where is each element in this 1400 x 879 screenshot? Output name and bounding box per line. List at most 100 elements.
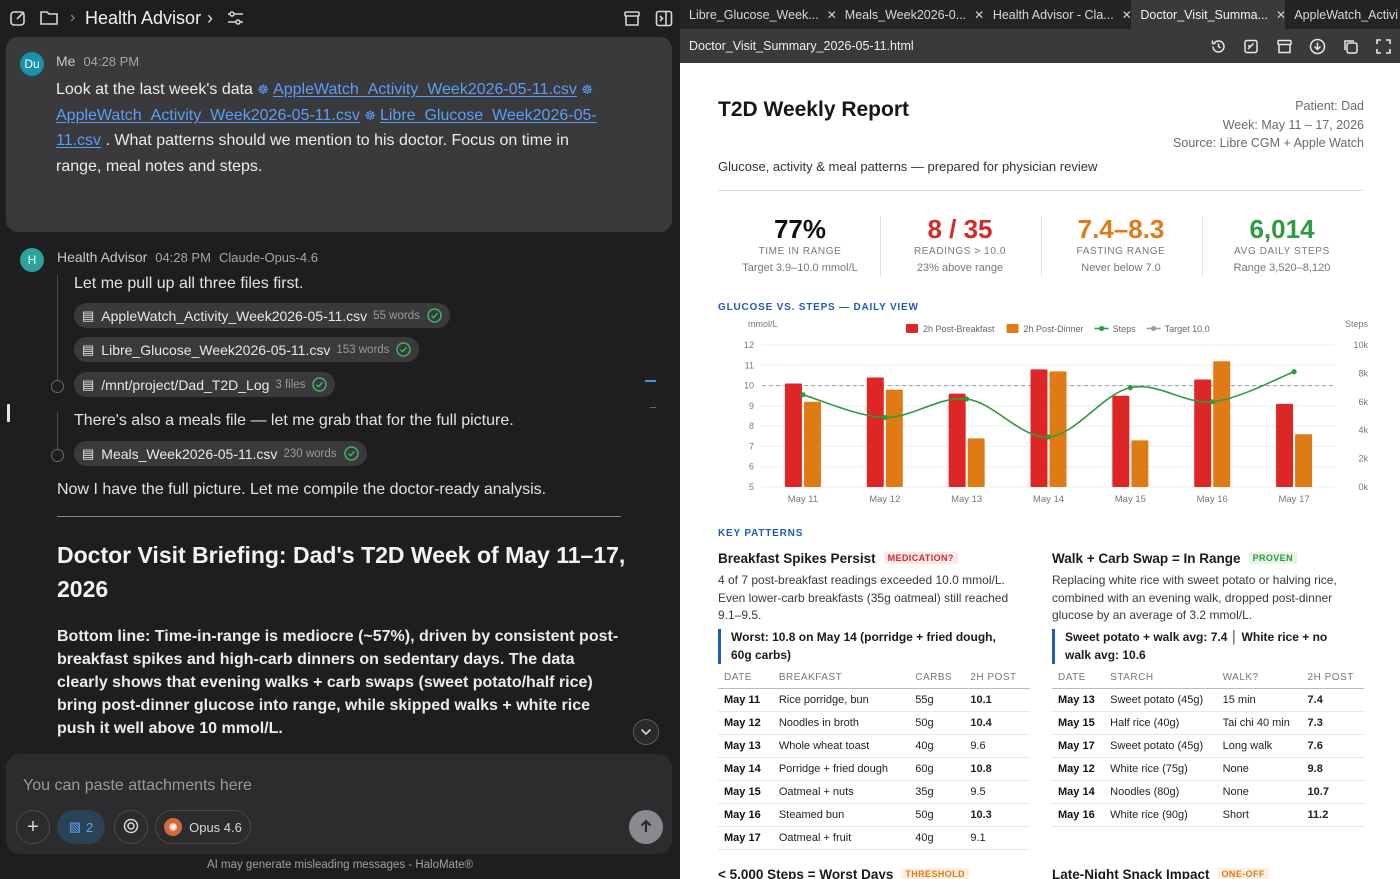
table-row: May 13 Whole wheat toast 40g 9.6 [718, 734, 1030, 758]
file-chip[interactable]: ▤ Libre_Glucose_Week2026-05-11.csv 153 w… [74, 337, 420, 362]
steps-point [1291, 369, 1297, 375]
kpi-divider [1041, 216, 1042, 276]
legend-swatch [1098, 325, 1105, 332]
cell-glucose: 7.4 [1301, 688, 1364, 712]
plus-icon: + [27, 816, 39, 838]
assistant-avatar: H [20, 248, 44, 272]
column-header: BREAKFAST [772, 668, 910, 689]
y-tick-label: 5 [749, 482, 754, 492]
table-row: May 14 Porridge + fried dough 60g 10.8 [718, 757, 1030, 781]
chevron-right-icon[interactable]: › [207, 8, 213, 28]
file-link[interactable]: ☸ Libre_Glucose_Week2026-05-11.csv [56, 107, 597, 150]
cell-carbs: 50g [909, 803, 965, 827]
archive-icon[interactable] [623, 10, 641, 27]
file-chip-count: 55 words [373, 309, 420, 322]
legend-label: Target 10.0 [1165, 324, 1210, 334]
cell-meal: Oatmeal + fruit [772, 826, 910, 850]
pattern-title-text: Late-Night Snack Impact [1052, 867, 1210, 879]
kpi-divider [880, 216, 881, 276]
close-icon[interactable]: ✕ [826, 7, 836, 22]
cell-date: May 14 [718, 757, 773, 781]
copy-icon[interactable] [1334, 38, 1367, 55]
close-icon[interactable]: ✕ [974, 7, 984, 22]
pattern-title: Breakfast Spikes Persist MEDICATION? [718, 551, 958, 566]
model-selector[interactable]: ✺ Opus 4.6 [155, 810, 251, 844]
tab-applewatch[interactable]: AppleWatch_Activi [1285, 0, 1400, 29]
file-chip[interactable]: ▤ Meals_Week2026-05-11.csv 230 words [74, 441, 367, 466]
tab-meals[interactable]: Meals_Week2026-0... ✕ [836, 0, 984, 29]
send-button[interactable] [629, 810, 663, 844]
tab-libre-glucose[interactable]: Libre_Glucose_Week... ✕ [680, 0, 836, 29]
download-icon[interactable] [1301, 38, 1334, 55]
folder-chip[interactable]: ▤ /mnt/project/Dad_T2D_Log 3 files [74, 372, 336, 397]
file-link[interactable]: ☸AppleWatch_Activity_Week2026-05-11.csv [257, 81, 577, 98]
settings-sliders-icon[interactable] [227, 11, 244, 25]
tab-doctor-visit[interactable]: Doctor_Visit_Summa... ✕ [1131, 0, 1286, 29]
file-chip-count: 3 files [275, 378, 306, 391]
user-message: Du Me 04:28 PM Look at the last week's da… [6, 37, 672, 232]
bar-breakfast [866, 377, 884, 487]
scroll-down-button[interactable] [633, 719, 659, 745]
cell-walk: None [1216, 780, 1302, 804]
new-chat-icon[interactable] [9, 9, 27, 27]
y-tick-label: 10 [744, 381, 754, 391]
cell-date: May 14 [1052, 780, 1105, 804]
report-source: Source: Libre CGM + Apple Watch [1173, 136, 1364, 150]
add-button[interactable]: + [16, 810, 50, 844]
bar-dinner [1131, 440, 1149, 487]
chat-title[interactable]: Health Advisor [85, 8, 202, 28]
column-header: 2H POST [1301, 668, 1364, 689]
edit-icon[interactable] [1235, 38, 1268, 55]
cell-glucose: 9.5 [964, 780, 1030, 804]
cell-date: May 15 [1052, 711, 1105, 735]
file-name: Doctor_Visit_Summary_2026-05-11.html [689, 39, 914, 53]
cell-date: May 12 [718, 711, 773, 735]
arrow-up-icon [640, 818, 652, 836]
bar-breakfast [1276, 403, 1294, 487]
toggle-panel-icon[interactable] [655, 10, 673, 27]
y-tick-label: 9 [749, 401, 754, 411]
report-title: T2D Weekly Report [718, 98, 909, 121]
cell-starch: White rice (90g) [1104, 803, 1217, 827]
cell-carbs: 60g [909, 757, 965, 781]
assistant-line: Let me pull up all three files first. [74, 275, 304, 292]
close-icon[interactable]: ✕ [1276, 7, 1286, 22]
preview-pane: Libre_Glucose_Week... ✕ Meals_Week2026-0.… [680, 0, 1400, 879]
chat-pane: › Health Advisor › Du Me 04:28 PM Look at… [0, 0, 680, 879]
table-row: May 15 Half rice (40g) Tai chi 40 min 7.3 [1052, 711, 1364, 735]
bar-dinner [1295, 434, 1313, 487]
cell-date: May 17 [718, 826, 773, 850]
file-link[interactable]: ☸AppleWatch_Activity_Week2026-05-11.csv [56, 81, 597, 124]
cell-meal: Whole wheat toast [772, 734, 910, 758]
user-message-text: Look at the last week's data ☸ AppleWatch… [56, 77, 616, 179]
y2-tick-label: 2k [1358, 454, 1368, 464]
kpi-label: AVG DAILY STEPS [1234, 246, 1330, 257]
y2-tick-label: 0k [1358, 482, 1368, 492]
table-row: May 17 Sweet potato (45g) Long walk 7.6 [1052, 734, 1364, 758]
kpi-label: READINGS > 10.0 [913, 246, 1007, 257]
tab-bar: Libre_Glucose_Week... ✕ Meals_Week2026-0.… [680, 0, 1400, 29]
archive-icon[interactable] [1268, 38, 1301, 55]
pattern-text: Replacing white rice with sweet potato o… [1052, 573, 1337, 622]
history-icon[interactable] [1202, 38, 1235, 55]
step-circle-icon [51, 380, 64, 393]
cell-meal: Oatmeal + nuts [772, 780, 910, 804]
composer[interactable]: You can paste attachments here + ▧ 2 ✺ Opu… [6, 754, 672, 854]
close-icon[interactable]: ✕ [1121, 7, 1132, 22]
fullscreen-icon[interactable] [1367, 38, 1400, 55]
attachments-button[interactable]: ▧ 2 [57, 810, 105, 844]
file-link-label: AppleWatch_Activity_Week2026-05-11.csv [273, 81, 577, 98]
kpi-divider [1202, 216, 1203, 276]
tools-button[interactable] [114, 810, 148, 844]
scroll-indicator[interactable] [650, 407, 656, 408]
folder-icon[interactable] [39, 9, 59, 26]
tab-health-advisor[interactable]: Health Advisor - Cla... ✕ [984, 0, 1132, 29]
message-input[interactable]: You can paste attachments here [23, 777, 252, 794]
resize-handle[interactable] [7, 404, 10, 422]
scroll-indicator[interactable] [645, 380, 656, 382]
file-chip[interactable]: ▤ AppleWatch_Activity_Week2026-05-11.csv… [74, 303, 450, 328]
column-header: 2H POST [964, 668, 1030, 689]
cell-glucose: 10.3 [964, 803, 1030, 827]
x-tick-label: May 12 [869, 494, 900, 505]
user-text-part: Look at the last week's data [56, 81, 253, 98]
